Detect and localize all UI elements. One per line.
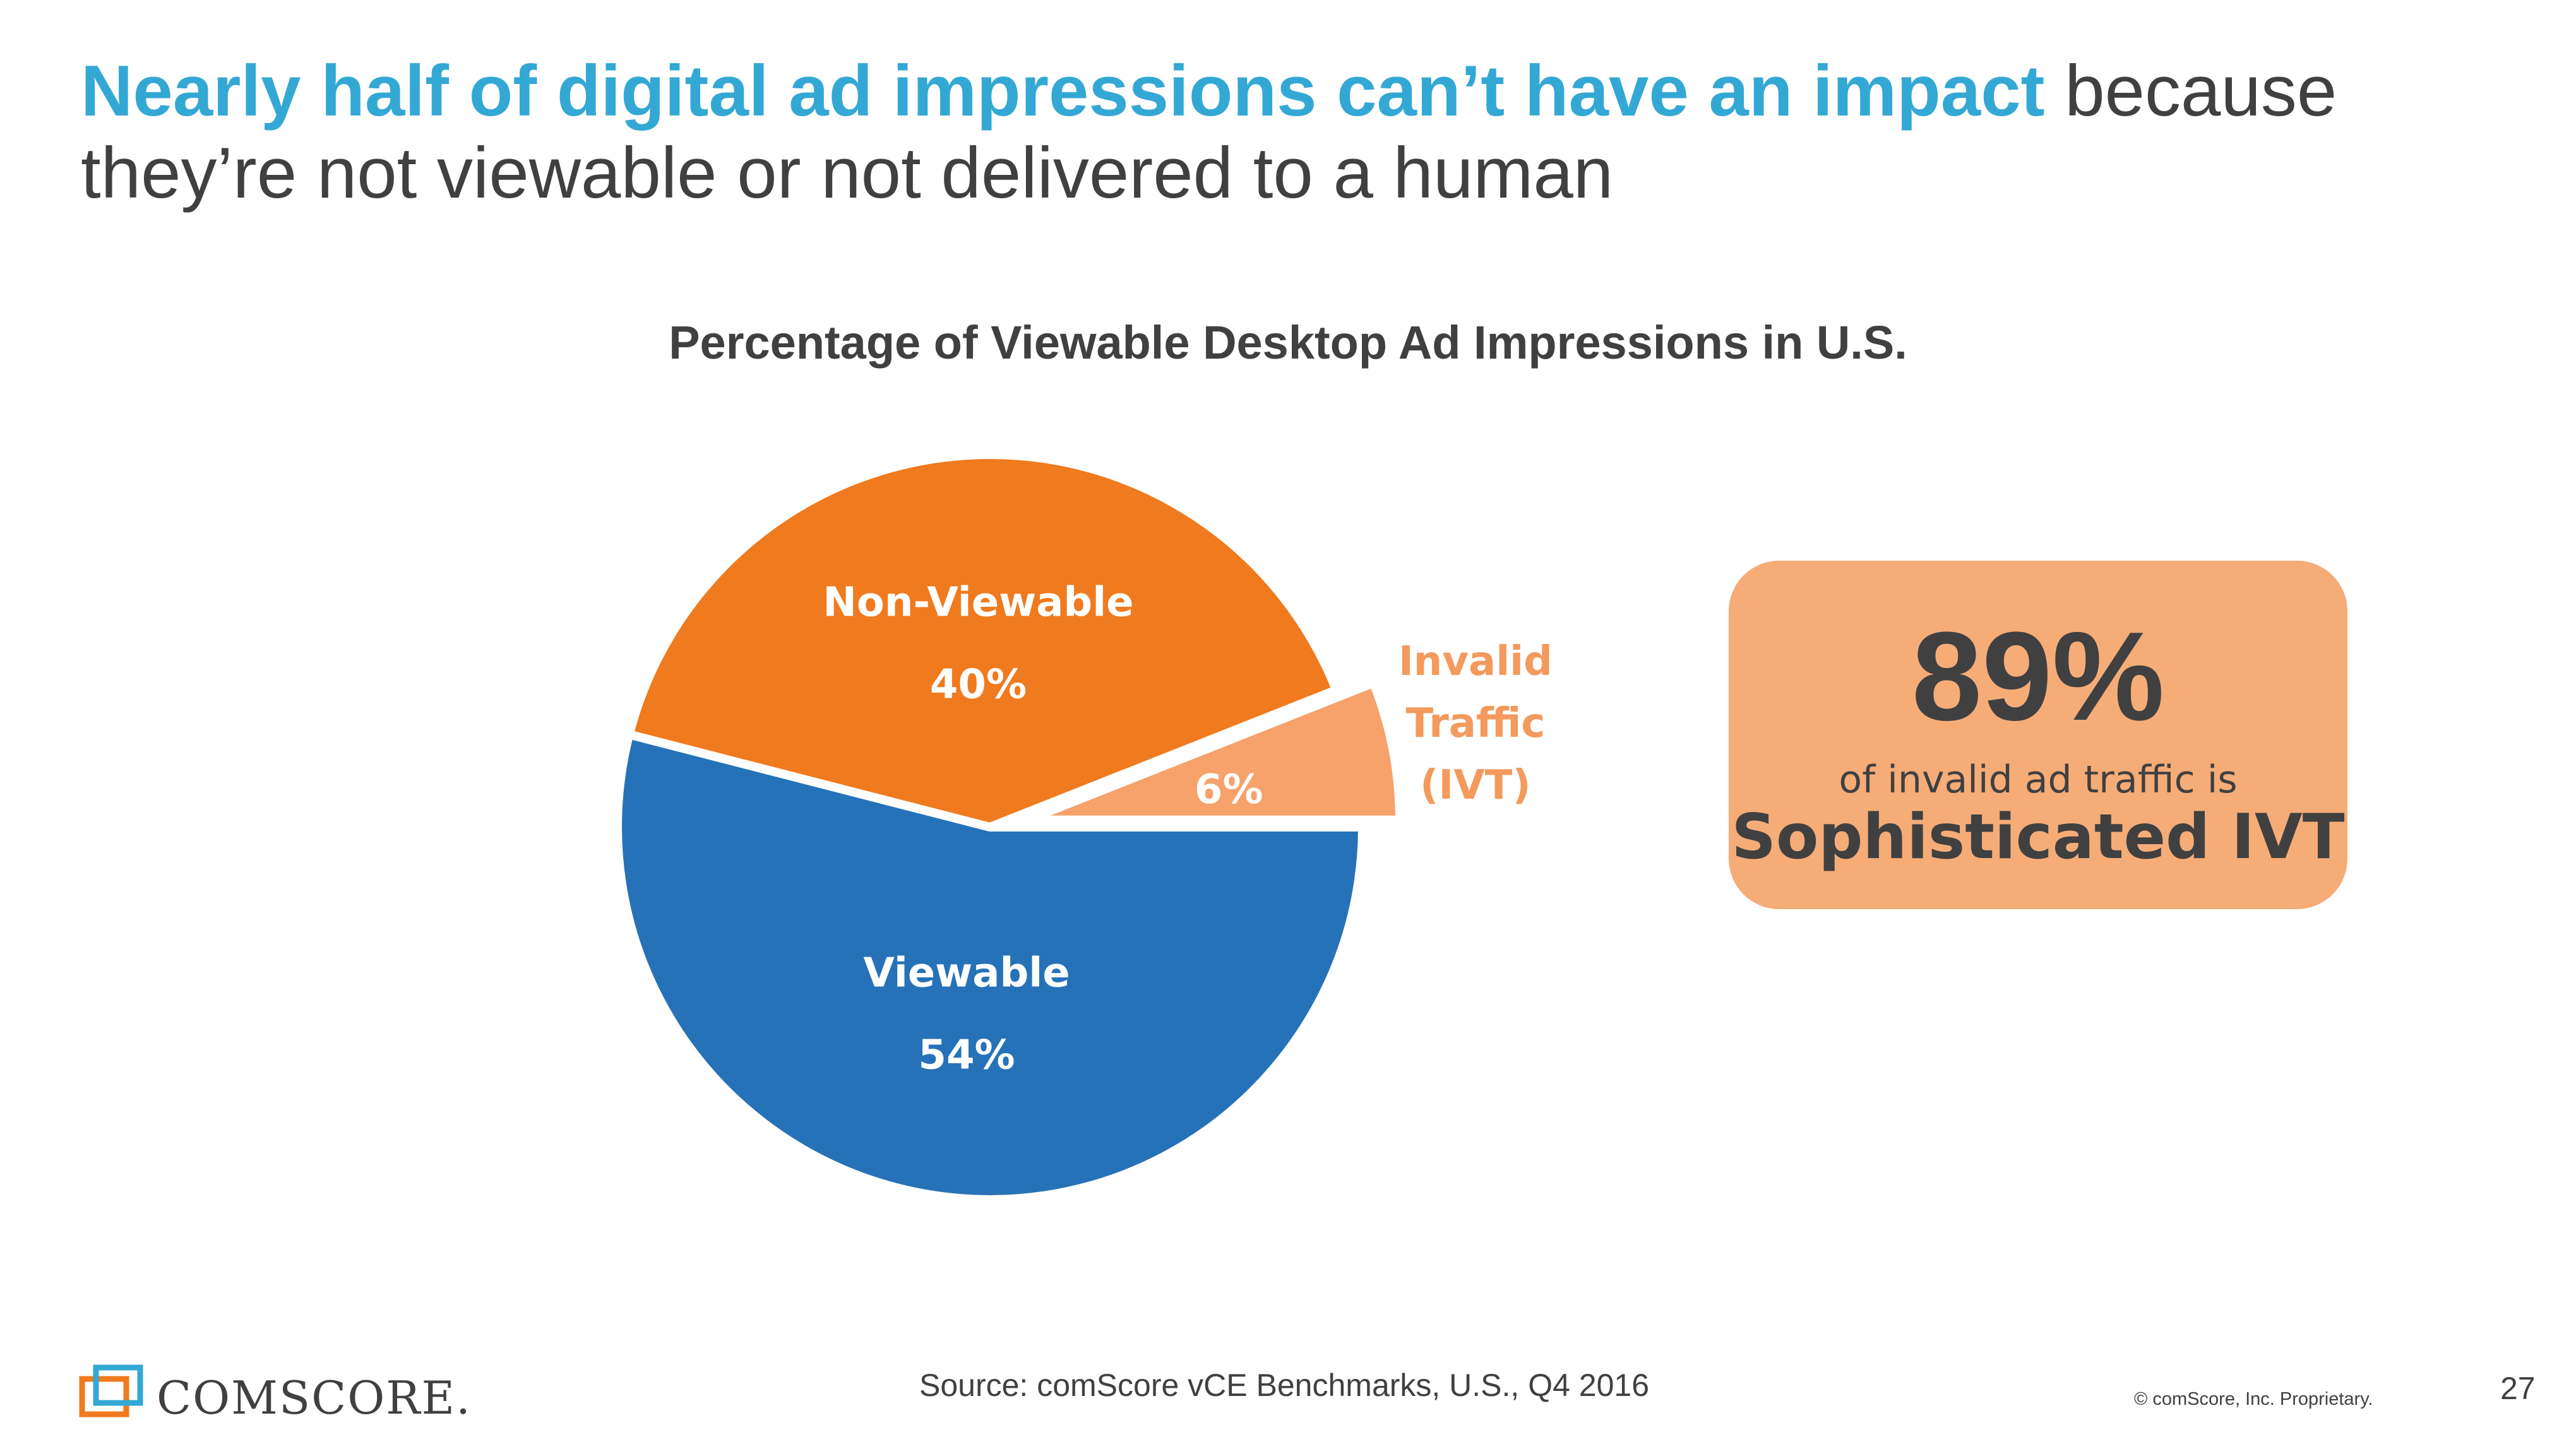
pie-slice-non-viewable — [624, 450, 1341, 832]
page-headline: Nearly half of digital ad impressions ca… — [81, 51, 2480, 215]
callout-big-value: 89% — [1911, 606, 2165, 747]
callout-emphasis: Sophisticated IVT — [1731, 801, 2345, 873]
brand-wordmark: COMSCORE. — [157, 1371, 472, 1424]
slice-value-invalid-traffic-ivt: 6% — [1195, 766, 1263, 813]
source-note: Source: comScore vCE Benchmarks, U.S., Q… — [919, 1368, 1650, 1403]
headline-lead: Nearly half of digital ad impressions ca… — [81, 51, 2045, 131]
ivt-callout: 89% of invalid ad traffic is Sophisticat… — [1729, 561, 2347, 909]
chart-title: Percentage of Viewable Desktop Ad Impres… — [669, 316, 1907, 369]
pie-slice-viewable — [613, 730, 1367, 1204]
callout-text: of invalid ad traffic is — [1839, 758, 2238, 802]
slice-name-invalid-traffic-ivt: Invalid Traffic (IVT) — [1398, 638, 1553, 809]
logo-icon — [79, 1364, 143, 1417]
headline-rest: because they’re not viewable or not deli… — [81, 51, 2337, 213]
pie-slice-invalid-traffic-ivt — [1022, 678, 1404, 825]
slice-name-viewable: Viewable — [863, 950, 1070, 997]
page-number: 27 — [2500, 1371, 2536, 1406]
copyright: © comScore, Inc. Proprietary. — [2134, 1389, 2373, 1409]
slice-value-viewable: 54% — [918, 1032, 1015, 1079]
slice-value-non-viewable: 40% — [930, 662, 1027, 708]
slice-name-non-viewable: Non-Viewable — [823, 580, 1133, 626]
